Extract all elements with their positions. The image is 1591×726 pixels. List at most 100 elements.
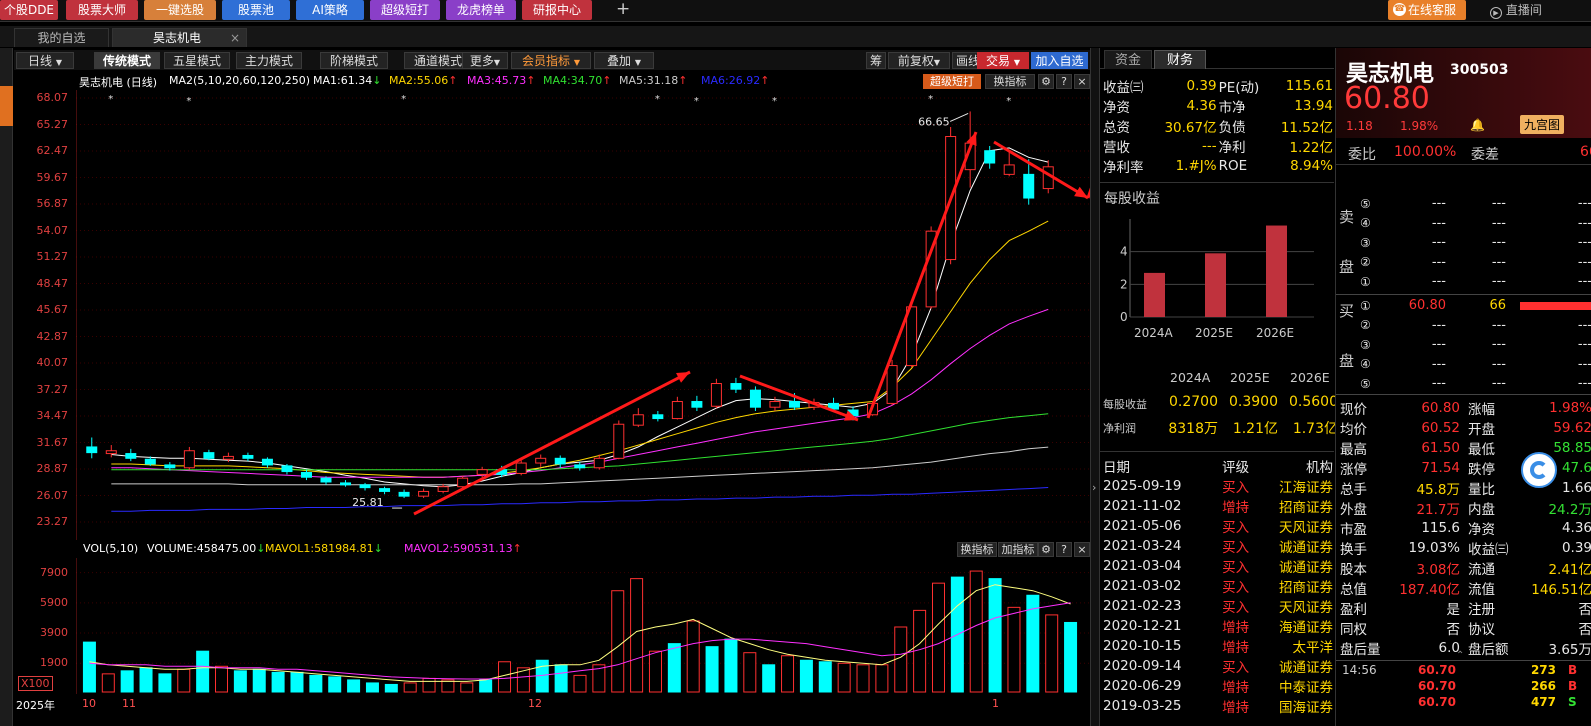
rating-row[interactable]: 2020-12-21 增持 海通证券: [1103, 616, 1333, 636]
add-favorite-button[interactable]: 加入自选: [1031, 52, 1088, 69]
top-button-0[interactable]: 个股DDE: [0, 0, 58, 20]
close-icon[interactable]: ×: [229, 31, 240, 45]
float-assistant-icon[interactable]: [1521, 452, 1557, 488]
mode-tab-0[interactable]: 传统模式: [94, 52, 160, 69]
stat-label: 涨停: [1340, 462, 1367, 478]
finance-row: 净资 4.36 市净 13.94: [1103, 96, 1333, 116]
volume-bar: [177, 668, 191, 693]
level-index: ②: [1360, 255, 1371, 270]
trade-button[interactable]: 交易 ▼: [977, 52, 1029, 69]
tab-capital[interactable]: 资金: [1104, 50, 1152, 69]
top-button-2[interactable]: 一键选股: [144, 0, 216, 20]
swap-indicator-button[interactable]: 换指标: [985, 74, 1035, 89]
panel-divider[interactable]: ›: [1090, 48, 1100, 726]
trend-arrow: [866, 131, 978, 419]
online-service-button[interactable]: ☎ 在线客服: [1388, 0, 1466, 20]
jiugong-button[interactable]: 九宫图: [1520, 115, 1565, 134]
add-tab-button[interactable]: +: [616, 0, 631, 19]
chevron-right-icon: ›: [1092, 481, 1097, 494]
add-indicator-button[interactable]: 加指标: [998, 542, 1038, 557]
finance-table: 收益㈢ 0.39 PE(动) 115.61 净资 4.36 市净 13.94 总资 30.67亿负…: [1103, 76, 1333, 176]
rating-row[interactable]: 2020-10-15 增持 太平洋: [1103, 636, 1333, 656]
finance-value: 4.36: [1186, 98, 1217, 114]
overlay-menu[interactable]: 叠加 ▼: [594, 52, 654, 69]
top-button-3[interactable]: 股票池: [222, 0, 290, 20]
stat-value: 187.40亿: [1399, 582, 1460, 598]
finance-value: 30.67亿: [1164, 120, 1217, 136]
volume-bar: [158, 673, 172, 693]
help-icon[interactable]: ?: [1056, 542, 1072, 557]
tab-finance[interactable]: 财务: [1154, 50, 1206, 69]
eps-category: 2024A: [1134, 326, 1174, 340]
active-marker: [0, 86, 13, 126]
price-change-pct: 1.98%: [1400, 119, 1439, 133]
top-button-6[interactable]: 龙虎榜单: [446, 0, 516, 20]
ma-line-ma6: [111, 487, 1049, 512]
chips-button[interactable]: 筹: [866, 52, 886, 69]
quote-stat-row: 盈利 是注册 否: [1340, 598, 1591, 618]
vol-swap-indicator-button[interactable]: 换指标: [957, 542, 997, 557]
rating-date: 2025-09-19: [1103, 478, 1182, 494]
volume-bar: [290, 671, 304, 693]
rating-row[interactable]: 2021-05-06 买入 天风证券: [1103, 516, 1333, 536]
stat-label: 最高: [1340, 442, 1367, 458]
candle: [652, 414, 664, 420]
stat-value: 59.62: [1553, 420, 1591, 436]
rating-header: 日期: [1103, 460, 1130, 476]
adjust-menu[interactable]: 前复权▼: [888, 52, 950, 69]
sell-volume: ---: [1491, 196, 1506, 212]
member-indicator-menu[interactable]: 会员指标 ▼: [511, 52, 591, 69]
rating-row[interactable]: 2025-09-19 买入 江海证券: [1103, 476, 1333, 496]
volume-chart[interactable]: [76, 558, 1090, 694]
top-button-label: 超级短打: [380, 3, 429, 17]
level-index: ③: [1360, 337, 1371, 352]
volume-bar: [233, 670, 247, 693]
candle: [418, 490, 430, 497]
rating-row[interactable]: 2021-03-24 买入 诚通证券: [1103, 536, 1333, 556]
mode-tab-4[interactable]: 通道模式: [404, 52, 472, 69]
super-short-button[interactable]: 超级短打: [923, 74, 981, 89]
mode-tab-3[interactable]: 阶梯模式: [320, 52, 388, 69]
draw-button[interactable]: 画线: [952, 52, 984, 69]
rating-row[interactable]: 2021-03-04 买入 诚通证券: [1103, 556, 1333, 576]
swap-indicator-label: 换指标: [993, 75, 1027, 88]
close-icon[interactable]: ×: [1074, 542, 1090, 557]
period-select[interactable]: 日线 ▼: [16, 52, 74, 69]
scroll-up-icon[interactable]: ⌃: [1456, 650, 1465, 661]
rating-row[interactable]: 2021-11-02 增持 招商证券: [1103, 496, 1333, 516]
top-button-label: 股票大师: [77, 3, 126, 17]
close-icon[interactable]: ×: [1074, 74, 1090, 89]
rating-grade: 买入: [1222, 600, 1250, 616]
rating-row[interactable]: 2020-09-14 买入 诚通证券: [1103, 656, 1333, 676]
draw-label: 画线: [955, 54, 980, 68]
gear-icon[interactable]: ⚙: [1038, 542, 1054, 557]
live-room-button[interactable]: ▶ 直播间: [1490, 0, 1542, 20]
price-tick: 48.47: [36, 276, 69, 290]
rating-row[interactable]: 2021-02-23 买入 天风证券: [1103, 596, 1333, 616]
help-icon[interactable]: ?: [1056, 74, 1072, 89]
mode-label: 主力模式: [244, 54, 293, 68]
volume-bar: [384, 683, 398, 693]
mode-tab-2[interactable]: 主力模式: [236, 52, 302, 69]
bell-icon[interactable]: 🔔: [1470, 118, 1485, 132]
mode-tab-1[interactable]: 五星模式: [164, 52, 230, 69]
tab-stock[interactable]: 昊志机电 ×: [112, 28, 247, 47]
rating-row[interactable]: 2020-06-29 增持 中泰证券: [1103, 676, 1333, 696]
rating-row[interactable]: 2019-03-25 增持 国海证券: [1103, 696, 1333, 716]
x100-label: X100: [18, 676, 53, 691]
candle: [379, 488, 391, 492]
rating-row[interactable]: 2021-03-02 买入 招商证券: [1103, 576, 1333, 596]
quote-stat-row: 盘后量 6.0 盘后额 3.65万: [1340, 638, 1591, 658]
tab-watchlist[interactable]: 我的自选: [14, 28, 109, 47]
top-button-5[interactable]: 超级短打: [370, 0, 440, 20]
price-tick: 56.87: [36, 197, 69, 210]
forecast-value: 0.5600: [1289, 394, 1338, 410]
gear-icon[interactable]: ⚙: [1038, 74, 1054, 89]
top-button-7[interactable]: 研报中心: [522, 0, 592, 20]
top-button-1[interactable]: 股票大师: [66, 0, 138, 20]
tick-volume: 266: [1530, 679, 1556, 693]
top-button-4[interactable]: AI策略: [296, 0, 364, 20]
rating-org: 江海证券: [1279, 480, 1333, 496]
more-menu[interactable]: 更多▼: [462, 52, 508, 69]
price-chart[interactable]: 66.65 25.81 * * * * * * * *: [76, 90, 1090, 540]
